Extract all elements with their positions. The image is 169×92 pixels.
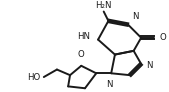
Text: N: N (146, 61, 152, 70)
Text: N: N (106, 80, 113, 89)
Text: HO: HO (27, 72, 40, 82)
Text: N: N (132, 12, 138, 21)
Text: O: O (160, 33, 167, 42)
Text: HN: HN (78, 32, 91, 41)
Text: H₂N: H₂N (95, 1, 112, 10)
Text: O: O (78, 50, 85, 59)
